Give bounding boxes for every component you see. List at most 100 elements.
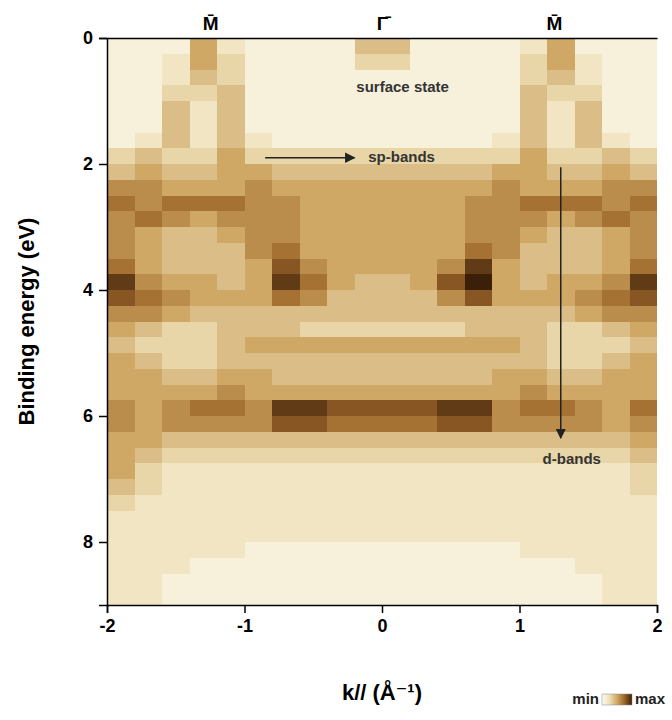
- heat-cell: [437, 227, 465, 243]
- heat-cell: [107, 589, 135, 605]
- heat-cell: [217, 148, 245, 164]
- heat-cell: [300, 589, 328, 605]
- heat-cell: [437, 259, 465, 275]
- heat-cell: [272, 243, 300, 259]
- tick-label: -1: [237, 616, 253, 636]
- heat-cell: [245, 148, 273, 164]
- heat-cell: [327, 400, 355, 416]
- tick: 2: [83, 154, 107, 174]
- heat-cell: [437, 369, 465, 385]
- heat-cell: [135, 511, 163, 527]
- heat-cell: [217, 511, 245, 527]
- heat-cell: [107, 243, 135, 259]
- heat-cell: [410, 400, 438, 416]
- heat-cell: [602, 558, 630, 574]
- heat-cell: [575, 85, 603, 101]
- heat-cell: [162, 148, 190, 164]
- heat-cell: [437, 274, 465, 290]
- heat-cell: [492, 322, 520, 338]
- heat-cell: [547, 101, 575, 117]
- heat-cell: [465, 227, 493, 243]
- heat-cell: [327, 180, 355, 196]
- heat-cell: [327, 196, 355, 212]
- heat-cell: [630, 54, 658, 70]
- heat-cell: [465, 180, 493, 196]
- x2-axis: M̄Γ̄M̄: [108, 13, 658, 39]
- heat-cell: [300, 227, 328, 243]
- heat-cell: [217, 369, 245, 385]
- heat-cell: [602, 542, 630, 558]
- heat-cell: [135, 416, 163, 432]
- heat-cell: [162, 432, 190, 448]
- tick-label: 4: [83, 280, 93, 300]
- heat-cell: [217, 101, 245, 117]
- heat-cell: [410, 369, 438, 385]
- heat-cell: [410, 243, 438, 259]
- heat-cell: [630, 85, 658, 101]
- heat-cell: [355, 589, 383, 605]
- heat-cell: [382, 463, 410, 479]
- heat-cell: [355, 558, 383, 574]
- heat-cell: [575, 432, 603, 448]
- heat-cell: [602, 353, 630, 369]
- heat-cell: [272, 353, 300, 369]
- heat-cell: [162, 54, 190, 70]
- heat-cell: [575, 479, 603, 495]
- heat-cell: [327, 290, 355, 306]
- heat-cell: [575, 38, 603, 54]
- heat-cell: [382, 353, 410, 369]
- heat-cell: [245, 290, 273, 306]
- heat-cell: [162, 495, 190, 511]
- heat-cell: [190, 85, 218, 101]
- heat-cell: [547, 589, 575, 605]
- heat-cell: [190, 448, 218, 464]
- heat-cell: [190, 290, 218, 306]
- heat-cell: [245, 133, 273, 149]
- heat-cell: [492, 369, 520, 385]
- heat-cell: [575, 148, 603, 164]
- heat-cell: [465, 337, 493, 353]
- heat-cell: [327, 495, 355, 511]
- heat-cell: [630, 448, 658, 464]
- heat-cell: [190, 353, 218, 369]
- heat-cell: [492, 148, 520, 164]
- heat-cell: [465, 558, 493, 574]
- heat-cell: [465, 274, 493, 290]
- heat-cell: [382, 558, 410, 574]
- heat-cell: [245, 369, 273, 385]
- heat-cell: [630, 306, 658, 322]
- heat-cell: [602, 70, 630, 86]
- heat-cell: [327, 54, 355, 70]
- heat-cell: [355, 306, 383, 322]
- heat-cell: [162, 85, 190, 101]
- heat-cell: [107, 180, 135, 196]
- heat-cell: [465, 85, 493, 101]
- heat-cell: [492, 211, 520, 227]
- tick: 4: [83, 280, 107, 300]
- heat-cell: [272, 259, 300, 275]
- heat-cell: [355, 211, 383, 227]
- heat-cell: [465, 196, 493, 212]
- heat-cell: [492, 133, 520, 149]
- heat-cell: [162, 369, 190, 385]
- heat-cell: [245, 542, 273, 558]
- heat-cell: [630, 133, 658, 149]
- heat-cell: [575, 353, 603, 369]
- heat-cell: [162, 448, 190, 464]
- heat-cell: [162, 479, 190, 495]
- heat-cell: [217, 542, 245, 558]
- heat-cell: [382, 306, 410, 322]
- heat-cell: [465, 526, 493, 542]
- tick-mark: [519, 605, 521, 613]
- heat-cell: [355, 322, 383, 338]
- heat-cell: [575, 542, 603, 558]
- heat-cell: [382, 400, 410, 416]
- heat-cell: [355, 274, 383, 290]
- heat-cell: [492, 164, 520, 180]
- heat-cell: [272, 211, 300, 227]
- annotation: d-bands: [543, 450, 601, 467]
- heat-cell: [520, 211, 548, 227]
- heat-cell: [382, 180, 410, 196]
- heat-cell: [465, 432, 493, 448]
- heat-cell: [437, 306, 465, 322]
